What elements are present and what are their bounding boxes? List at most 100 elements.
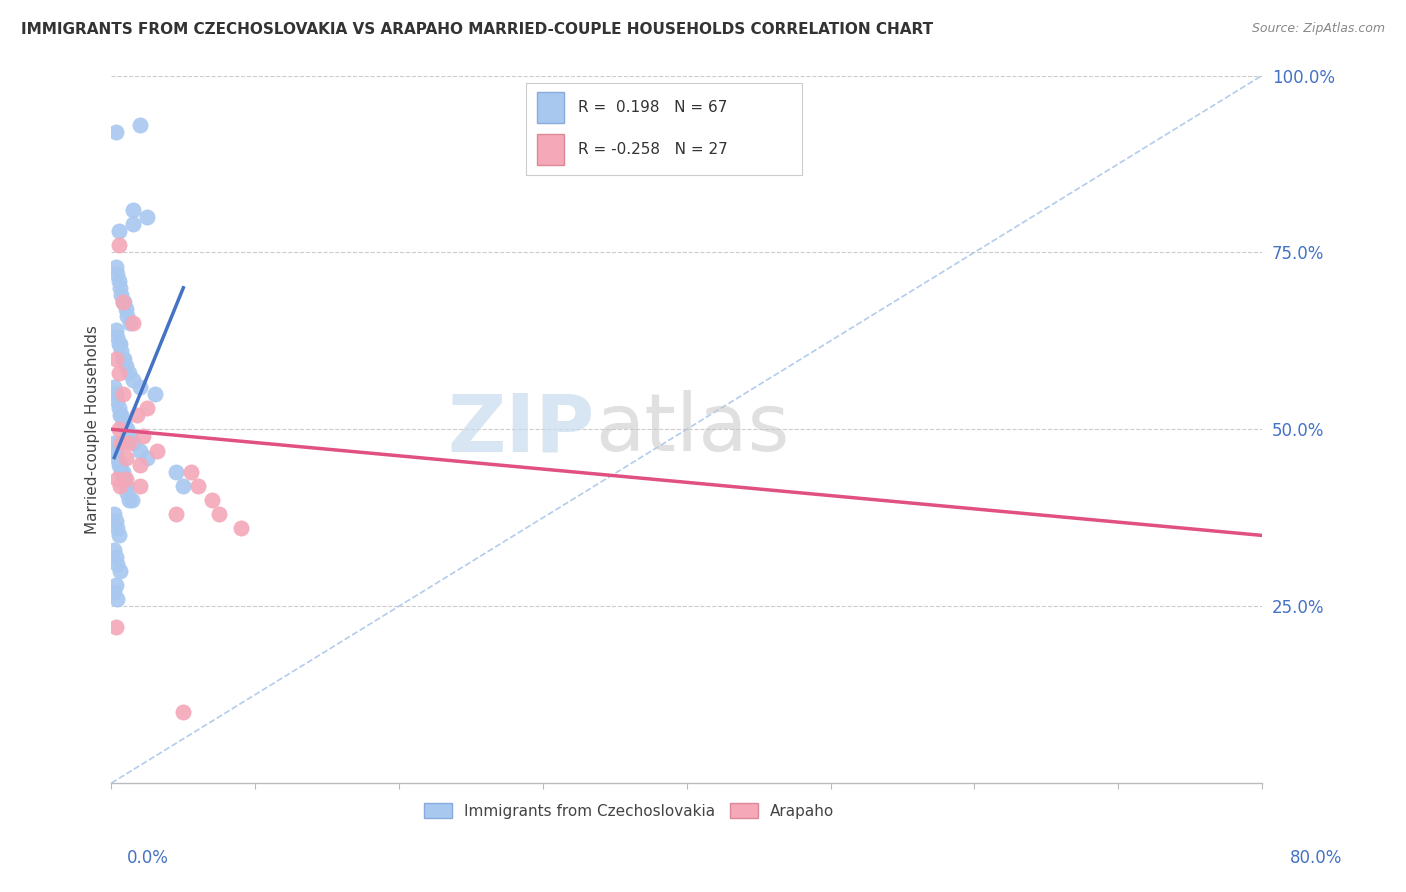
Point	[118, 436, 141, 450]
Point	[115, 486, 138, 500]
Point	[105, 592, 128, 607]
Point	[165, 465, 187, 479]
Point	[107, 422, 129, 436]
Point	[114, 359, 136, 373]
Point	[114, 301, 136, 316]
Point	[107, 238, 129, 252]
Point	[105, 267, 128, 281]
Point	[122, 373, 145, 387]
Point	[129, 479, 152, 493]
Point	[108, 458, 131, 472]
Text: IMMIGRANTS FROM CZECHOSLOVAKIA VS ARAPAHO MARRIED-COUPLE HOUSEHOLDS CORRELATION : IMMIGRANTS FROM CZECHOSLOVAKIA VS ARAPAH…	[21, 22, 934, 37]
Point	[122, 202, 145, 217]
Point	[112, 415, 135, 429]
Point	[105, 521, 128, 535]
Point	[136, 450, 159, 465]
Point	[108, 281, 131, 295]
Point	[105, 557, 128, 571]
Legend: Immigrants from Czechoslovakia, Arapaho: Immigrants from Czechoslovakia, Arapaho	[418, 797, 841, 825]
Point	[107, 224, 129, 238]
Text: Source: ZipAtlas.com: Source: ZipAtlas.com	[1251, 22, 1385, 36]
Point	[104, 549, 127, 564]
Point	[103, 542, 125, 557]
Point	[103, 585, 125, 599]
Point	[108, 408, 131, 422]
Point	[115, 422, 138, 436]
Point	[104, 578, 127, 592]
Point	[122, 436, 145, 450]
Point	[107, 458, 129, 472]
Point	[107, 366, 129, 380]
Point	[122, 217, 145, 231]
Point	[110, 288, 132, 302]
Point	[105, 330, 128, 344]
Point	[104, 323, 127, 337]
Point	[111, 465, 134, 479]
Point	[105, 394, 128, 409]
Point	[107, 528, 129, 542]
Point	[127, 408, 149, 422]
Point	[108, 564, 131, 578]
Point	[104, 260, 127, 274]
Point	[114, 422, 136, 436]
Point	[229, 521, 252, 535]
Point	[104, 125, 127, 139]
Point	[110, 436, 132, 450]
Point	[136, 210, 159, 224]
Point	[118, 366, 141, 380]
Point	[129, 458, 152, 472]
Point	[107, 274, 129, 288]
Point	[187, 479, 209, 493]
Point	[103, 436, 125, 450]
Point	[112, 472, 135, 486]
Point	[129, 118, 152, 132]
Point	[114, 450, 136, 465]
Point	[114, 472, 136, 486]
Point	[172, 706, 194, 720]
Point	[136, 401, 159, 415]
Point	[111, 294, 134, 309]
Point	[104, 443, 127, 458]
Point	[104, 620, 127, 634]
Point	[104, 514, 127, 528]
Point	[146, 443, 169, 458]
Point	[208, 507, 231, 521]
Point	[108, 337, 131, 351]
Point	[180, 465, 202, 479]
Point	[103, 380, 125, 394]
Point	[111, 387, 134, 401]
Point	[103, 507, 125, 521]
Point	[118, 493, 141, 508]
Text: atlas: atlas	[595, 391, 789, 468]
Point	[129, 380, 152, 394]
Text: 0.0%: 0.0%	[127, 849, 169, 867]
Text: 80.0%: 80.0%	[1291, 849, 1343, 867]
Point	[104, 351, 127, 366]
Point	[172, 479, 194, 493]
Point	[120, 429, 142, 443]
Point	[111, 415, 134, 429]
Point	[121, 493, 143, 508]
Point	[112, 351, 135, 366]
Point	[201, 493, 224, 508]
Point	[111, 294, 134, 309]
Text: ZIP: ZIP	[447, 391, 595, 468]
Point	[107, 401, 129, 415]
Point	[105, 450, 128, 465]
Y-axis label: Married-couple Households: Married-couple Households	[86, 325, 100, 533]
Point	[114, 479, 136, 493]
Point	[122, 316, 145, 330]
Point	[104, 387, 127, 401]
Point	[115, 309, 138, 323]
Point	[105, 472, 128, 486]
Point	[143, 387, 166, 401]
Point	[110, 344, 132, 359]
Point	[110, 465, 132, 479]
Point	[129, 443, 152, 458]
Point	[110, 408, 132, 422]
Point	[112, 294, 135, 309]
Point	[111, 351, 134, 366]
Point	[108, 479, 131, 493]
Point	[120, 316, 142, 330]
Point	[165, 507, 187, 521]
